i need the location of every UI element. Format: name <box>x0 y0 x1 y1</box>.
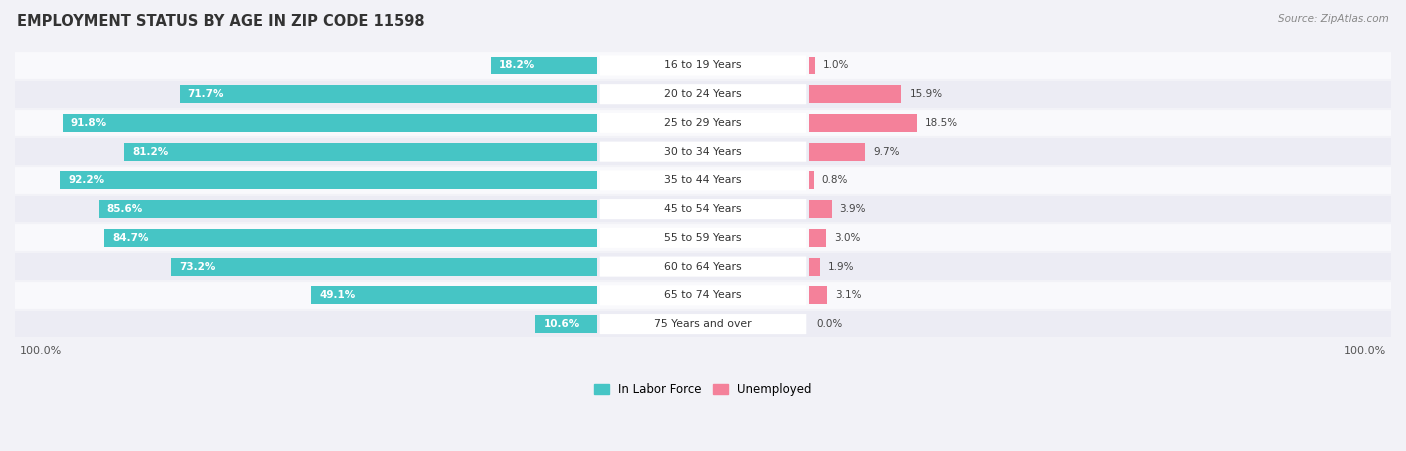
Bar <box>98 200 598 218</box>
FancyBboxPatch shape <box>600 285 806 305</box>
Bar <box>104 229 598 247</box>
Bar <box>808 143 865 161</box>
Text: 81.2%: 81.2% <box>132 147 169 156</box>
Text: EMPLOYMENT STATUS BY AGE IN ZIP CODE 11598: EMPLOYMENT STATUS BY AGE IN ZIP CODE 115… <box>17 14 425 28</box>
Bar <box>808 286 827 304</box>
Bar <box>808 200 831 218</box>
Text: 100.0%: 100.0% <box>20 345 62 356</box>
FancyBboxPatch shape <box>600 314 806 334</box>
Bar <box>15 281 1391 310</box>
Bar <box>808 171 814 189</box>
Text: 15.9%: 15.9% <box>910 89 942 99</box>
Text: 1.0%: 1.0% <box>823 60 849 70</box>
Text: 85.6%: 85.6% <box>107 204 143 214</box>
Text: 49.1%: 49.1% <box>319 290 356 300</box>
Text: 91.8%: 91.8% <box>70 118 107 128</box>
Bar <box>808 85 901 103</box>
FancyBboxPatch shape <box>600 113 806 133</box>
Bar <box>180 85 598 103</box>
Bar <box>808 114 917 132</box>
Text: 0.0%: 0.0% <box>817 319 844 329</box>
Text: 0.8%: 0.8% <box>821 175 848 185</box>
Text: 65 to 74 Years: 65 to 74 Years <box>664 290 742 300</box>
Text: 73.2%: 73.2% <box>179 262 215 272</box>
FancyBboxPatch shape <box>600 84 806 104</box>
Text: 3.9%: 3.9% <box>839 204 866 214</box>
Bar <box>536 315 598 333</box>
Text: 16 to 19 Years: 16 to 19 Years <box>664 60 742 70</box>
Text: 18.2%: 18.2% <box>499 60 536 70</box>
Text: 25 to 29 Years: 25 to 29 Years <box>664 118 742 128</box>
Bar <box>60 171 598 189</box>
Bar <box>15 80 1391 109</box>
Text: 20 to 24 Years: 20 to 24 Years <box>664 89 742 99</box>
Text: 55 to 59 Years: 55 to 59 Years <box>664 233 742 243</box>
Text: 71.7%: 71.7% <box>187 89 224 99</box>
FancyBboxPatch shape <box>600 170 806 190</box>
Bar <box>15 252 1391 281</box>
Text: 60 to 64 Years: 60 to 64 Years <box>664 262 742 272</box>
Bar <box>15 109 1391 137</box>
Bar <box>125 143 598 161</box>
Text: 1.9%: 1.9% <box>828 262 855 272</box>
Bar <box>15 51 1391 80</box>
Text: 92.2%: 92.2% <box>69 175 104 185</box>
Text: 3.1%: 3.1% <box>835 290 862 300</box>
Bar <box>808 56 814 74</box>
Text: Source: ZipAtlas.com: Source: ZipAtlas.com <box>1278 14 1389 23</box>
Bar <box>15 224 1391 252</box>
Text: 9.7%: 9.7% <box>873 147 900 156</box>
Bar <box>311 286 598 304</box>
Text: 45 to 54 Years: 45 to 54 Years <box>664 204 742 214</box>
Bar <box>808 229 827 247</box>
FancyBboxPatch shape <box>600 55 806 75</box>
Text: 75 Years and over: 75 Years and over <box>654 319 752 329</box>
Bar <box>15 166 1391 195</box>
FancyBboxPatch shape <box>600 257 806 276</box>
Bar <box>15 310 1391 338</box>
Text: 30 to 34 Years: 30 to 34 Years <box>664 147 742 156</box>
Text: 100.0%: 100.0% <box>1344 345 1386 356</box>
Text: 10.6%: 10.6% <box>543 319 579 329</box>
Bar <box>15 195 1391 224</box>
FancyBboxPatch shape <box>600 199 806 219</box>
Bar <box>63 114 598 132</box>
Bar <box>491 56 598 74</box>
Legend: In Labor Force, Unemployed: In Labor Force, Unemployed <box>595 383 811 396</box>
Text: 84.7%: 84.7% <box>112 233 149 243</box>
FancyBboxPatch shape <box>600 228 806 248</box>
Bar <box>808 258 820 276</box>
Bar <box>15 137 1391 166</box>
Text: 3.0%: 3.0% <box>834 233 860 243</box>
FancyBboxPatch shape <box>600 142 806 162</box>
Text: 35 to 44 Years: 35 to 44 Years <box>664 175 742 185</box>
Text: 18.5%: 18.5% <box>925 118 957 128</box>
Bar <box>172 258 598 276</box>
